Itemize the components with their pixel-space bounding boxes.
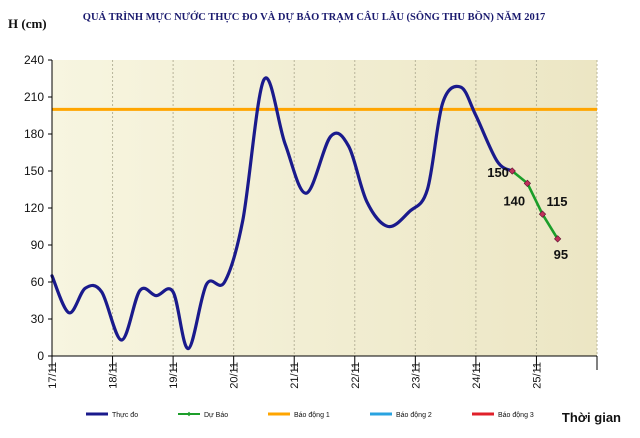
y-tick-label: 30: [31, 312, 45, 326]
y-tick-labels: 0 30 60 90 120 150 180 210 240: [24, 53, 44, 363]
legend-item: Báo động 1: [268, 412, 330, 419]
legend-label: Báo động 1: [294, 412, 330, 419]
data-label: 115: [547, 194, 568, 209]
x-tick-label: 23/11: [410, 362, 422, 389]
data-label: 140: [503, 193, 525, 208]
x-tick-label: 18/11: [108, 362, 120, 389]
x-tick-label: 21/11: [289, 362, 301, 389]
x-tick-label: 25/11: [531, 362, 543, 389]
y-tick-label: 210: [24, 90, 44, 104]
x-tick-labels: 17/11 18/11 19/11 20/11 21/11 22/11 23/11 24/11…: [47, 362, 543, 389]
forecast-point: [523, 179, 531, 187]
data-label: 150: [487, 165, 509, 180]
legend-item: Dự Báo: [178, 411, 228, 419]
legend-label: Báo động 2: [396, 412, 432, 419]
legend-item: Thực đo: [86, 412, 138, 419]
legend-item: Báo động 3: [472, 412, 534, 419]
legend-marker: [186, 411, 192, 417]
x-tick-label: 20/11: [229, 362, 241, 389]
y-tick-label: 120: [24, 201, 44, 215]
y-tick-label: 90: [31, 238, 45, 252]
series-line-forecast: [511, 169, 559, 240]
data-label: 95: [554, 247, 568, 262]
x-axis-label: Thời gian: [562, 410, 621, 425]
forecast-point: [538, 210, 547, 218]
forecast-point: [508, 167, 516, 175]
legend-item: Báo động 2: [370, 412, 432, 419]
legend-label: Báo động 3: [498, 412, 534, 419]
x-tick-label: 19/11: [168, 362, 180, 389]
y-tick-label: 150: [24, 164, 44, 178]
x-tick-label: 17/11: [47, 362, 59, 389]
y-tick-label: 60: [31, 275, 45, 289]
series-layer: [50, 76, 562, 351]
legend: Thực đo Dự Báo Báo động 1 Báo động 2 Báo độn…: [86, 411, 534, 419]
y-tick-label: 180: [24, 127, 44, 141]
chart-title: QUÁ TRÌNH MỰC NƯỚC THỰC ĐO VÀ DỰ BÁO TRẠ…: [83, 10, 545, 23]
forecast-point: [554, 235, 562, 243]
series-line-observed: [50, 76, 514, 351]
x-tick-label: 24/11: [471, 362, 483, 389]
x-tick-label: 22/11: [350, 362, 362, 389]
legend-label: Dự Báo: [204, 412, 228, 419]
y-axis-label: H (cm): [8, 16, 47, 31]
data-labels: 150 140 115 95: [487, 165, 568, 262]
axes: [48, 59, 598, 370]
y-tick-label: 0: [37, 349, 44, 363]
y-tick-label: 240: [24, 53, 44, 67]
legend-label: Thực đo: [112, 412, 138, 419]
